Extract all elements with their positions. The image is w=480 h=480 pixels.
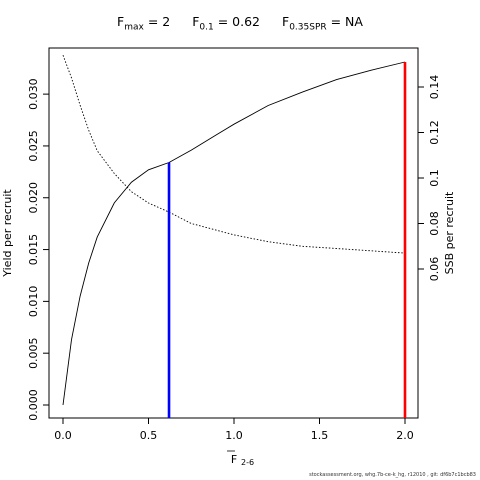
x-tick-label: 1.5: [311, 429, 329, 442]
y-left-tick-label: 0.030: [27, 78, 40, 110]
y-left-tick-label: 0.020: [27, 182, 40, 214]
y-right-axis-title: SSB per recruit: [443, 191, 456, 274]
x-tick-label: 0.5: [140, 429, 158, 442]
title-f01: F0.1 = 0.62: [192, 14, 260, 33]
y-right-tick-label: 0.06: [428, 257, 441, 282]
y-right-tick-label: 0.08: [428, 211, 441, 236]
title-f035spr: F0.35SPR = NA: [281, 14, 363, 33]
title-fmax: Fmax = 2: [117, 14, 171, 33]
x-tick-label: 2.0: [396, 429, 414, 442]
chart-title: Fmax = 2 F0.1 = 0.62 F0.35SPR = NA: [0, 14, 480, 33]
x-axis-title-subscript: 2-6: [241, 458, 254, 467]
y-right-tick-label: 0.12: [428, 120, 441, 145]
x-tick-label: 1.0: [225, 429, 243, 442]
x-tick-label: 0.0: [54, 429, 72, 442]
x-axis-title: F: [231, 453, 237, 466]
yield-per-recruit-line: [62, 61, 406, 406]
y-left-tick-label: 0.005: [27, 337, 40, 369]
footer-caption: stockassessment.org, whg.7b-ce-k_hg, r12…: [309, 472, 476, 478]
y-left-tick-label: 0.010: [27, 286, 40, 318]
y-right-tick-label: 0.1: [428, 169, 441, 187]
ssb-per-recruit-line: [62, 55, 406, 254]
y-right-tick-label: 0.14: [428, 75, 441, 100]
y-left-axis-title: Yield per recruit: [1, 189, 14, 278]
y-left-tick-label: 0.025: [27, 130, 40, 162]
y-left-tick-label: 0.015: [27, 234, 40, 266]
y-left-tick-label: 0.000: [27, 389, 40, 421]
plot-frame: [48, 47, 419, 419]
